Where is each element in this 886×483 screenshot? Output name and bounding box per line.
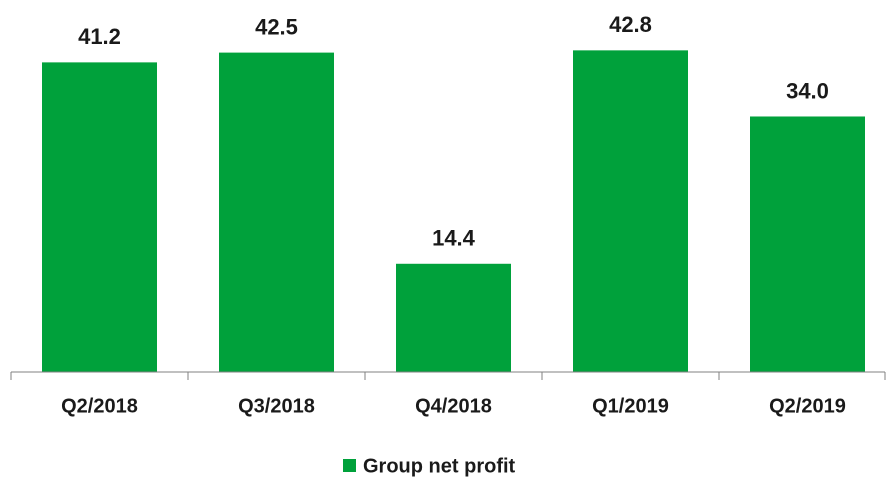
bar	[573, 50, 688, 373]
value-label: 41.2	[78, 24, 121, 49]
bar	[42, 62, 157, 372]
x-tick-label: Q3/2018	[238, 395, 315, 417]
legend-label: Group net profit	[363, 455, 516, 477]
legend-swatch	[343, 459, 356, 472]
bar	[396, 263, 511, 372]
value-label: 14.4	[432, 226, 476, 251]
x-tick-label: Q1/2019	[592, 395, 669, 417]
bar	[750, 116, 865, 372]
value-label: 42.5	[255, 14, 298, 39]
value-label: 34.0	[786, 78, 829, 103]
x-tick-label: Q4/2018	[415, 395, 492, 417]
value-label: 42.8	[609, 12, 652, 37]
bar	[219, 52, 334, 373]
x-tick-label: Q2/2019	[769, 395, 846, 417]
x-tick-label: Q2/2018	[61, 395, 138, 417]
